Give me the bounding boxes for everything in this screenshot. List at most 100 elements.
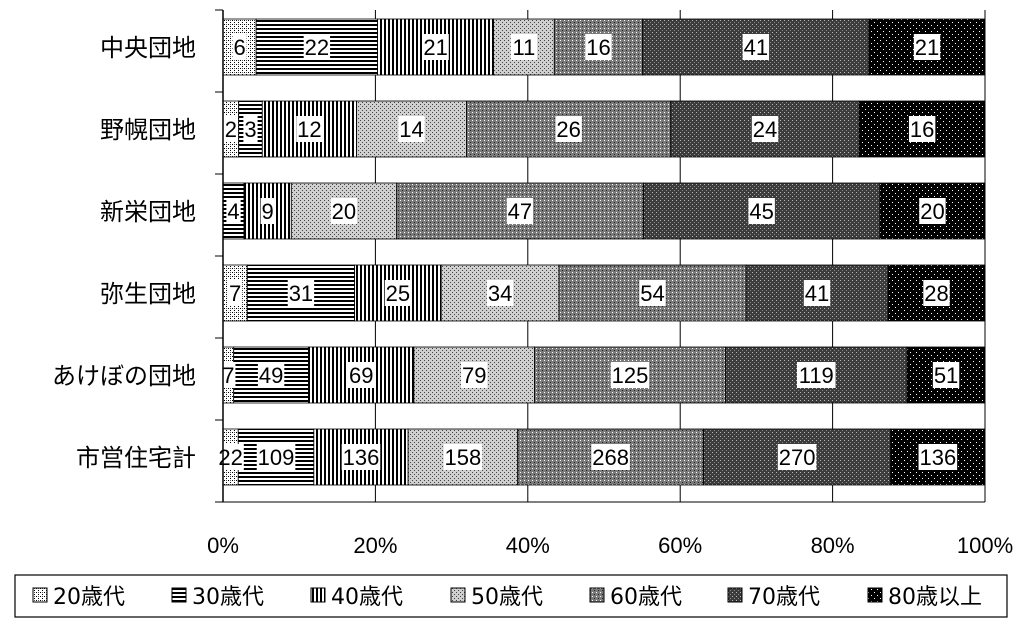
category-label: 中央団地: [100, 34, 196, 62]
value-label-bg: [923, 280, 950, 306]
value-label: 20: [920, 199, 944, 224]
value-label: 16: [910, 117, 934, 142]
value-label-bg: [461, 362, 488, 388]
x-tick-label: 60%: [658, 533, 702, 558]
legend-swatch: [589, 587, 605, 603]
legend-label: 30歳代: [192, 585, 264, 610]
value-label-bg: [341, 444, 381, 470]
axis-layer: 0% 20% 40% 60% 80% 100% 中央団地野幌団地新栄団地弥生団地あけぼの団地…: [52, 9, 1013, 558]
value-label-bg: [221, 362, 236, 388]
value-label: 12: [297, 117, 321, 142]
value-label-bg: [742, 34, 770, 60]
value-label-bg: [918, 444, 958, 470]
value-label-bg: [486, 280, 514, 306]
value-label-bg: [256, 444, 296, 470]
value-label: 45: [749, 199, 773, 224]
value-label: 2: [225, 117, 237, 142]
value-label: 22: [305, 35, 329, 60]
value-label-bg: [228, 280, 243, 306]
value-label: 136: [919, 445, 956, 470]
value-label-bg: [796, 362, 836, 388]
value-label-bg: [296, 116, 323, 142]
value-label: 109: [258, 445, 295, 470]
value-label: 3: [244, 117, 256, 142]
value-label: 20: [332, 199, 356, 224]
category-label: 野幌団地: [100, 116, 196, 144]
value-label: 49: [259, 363, 283, 388]
value-label: 268: [592, 445, 629, 470]
category-label: 弥生団地: [100, 280, 196, 308]
legend: 20歳代 30歳代 40歳代 50歳代 60歳代 70歳代 80歳以上: [14, 574, 1008, 618]
value-label: 9: [262, 199, 274, 224]
value-label: 270: [779, 445, 816, 470]
value-label-bg: [330, 198, 358, 224]
x-tick-label: 0%: [207, 533, 239, 558]
value-label-bg: [591, 444, 630, 470]
value-labels: 22 109 136 158 268 270 136: [217, 444, 958, 470]
bar-segment: [222, 18, 257, 76]
legend-label: 20歳代: [53, 585, 125, 610]
value-label: 79: [462, 363, 486, 388]
value-label: 4: [227, 199, 239, 224]
value-label-bg: [506, 198, 534, 224]
value-label-bg: [803, 280, 831, 306]
value-label-bg: [932, 362, 960, 388]
legend-label: 50歳代: [471, 585, 543, 610]
legend-swatch: [171, 587, 187, 603]
value-label-bg: [347, 362, 375, 388]
value-label-bg: [398, 116, 425, 142]
value-label: 54: [640, 281, 664, 306]
value-label: 26: [556, 117, 580, 142]
value-label: 7: [222, 363, 234, 388]
x-tick-label: 100%: [957, 533, 1013, 558]
value-label: 21: [915, 35, 939, 60]
value-label: 24: [753, 117, 777, 142]
value-label-bg: [217, 444, 244, 470]
legend-label: 70歳代: [748, 585, 820, 610]
bars-layer: 6 22 21 11 16 41 212 3 12 14 26 24 164 9 20 47 45 207 31 25…: [217, 18, 986, 486]
value-label-bg: [777, 444, 817, 470]
legend-swatch: [867, 587, 883, 603]
value-label-bg: [232, 34, 247, 60]
value-label: 21: [423, 35, 447, 60]
value-label: 22: [218, 445, 242, 470]
value-label-bg: [287, 280, 315, 306]
value-label: 6: [233, 35, 245, 60]
category-label: 新栄団地: [100, 198, 196, 226]
value-label-bg: [751, 116, 779, 142]
value-label-bg: [639, 280, 666, 306]
value-label: 14: [399, 117, 423, 142]
value-label-bg: [443, 444, 483, 470]
value-label-bg: [610, 362, 650, 388]
value-label-bg: [748, 198, 775, 224]
value-label: 7: [229, 281, 241, 306]
value-label-bg: [260, 198, 275, 224]
value-label-bg: [226, 198, 241, 224]
legend-swatch: [450, 587, 466, 603]
legend-label: 60歳代: [610, 585, 682, 610]
value-label: 136: [343, 445, 380, 470]
x-tick-label: 20%: [353, 533, 397, 558]
value-label: 11: [513, 35, 536, 60]
value-label: 25: [386, 281, 410, 306]
category-label: 市営住宅計: [76, 444, 196, 472]
value-label-bg: [303, 34, 331, 60]
value-label-bg: [585, 34, 612, 60]
value-label-bg: [223, 116, 238, 142]
value-labels: 7 31 25 34 54 41 28: [228, 280, 950, 306]
value-label: 41: [744, 35, 768, 60]
value-label-bg: [555, 116, 582, 142]
value-label: 31: [289, 281, 313, 306]
legend-label: 40歳代: [331, 585, 403, 610]
value-label-bg: [913, 34, 941, 60]
value-label-bg: [510, 34, 538, 60]
x-tick-label: 40%: [506, 533, 550, 558]
value-label-bg: [908, 116, 936, 142]
legend-label: 80歳以上: [888, 585, 982, 610]
value-label-bg: [919, 198, 946, 224]
value-label: 125: [612, 363, 649, 388]
value-label: 51: [934, 363, 958, 388]
x-tick-label: 80%: [811, 533, 855, 558]
value-label: 34: [488, 281, 512, 306]
